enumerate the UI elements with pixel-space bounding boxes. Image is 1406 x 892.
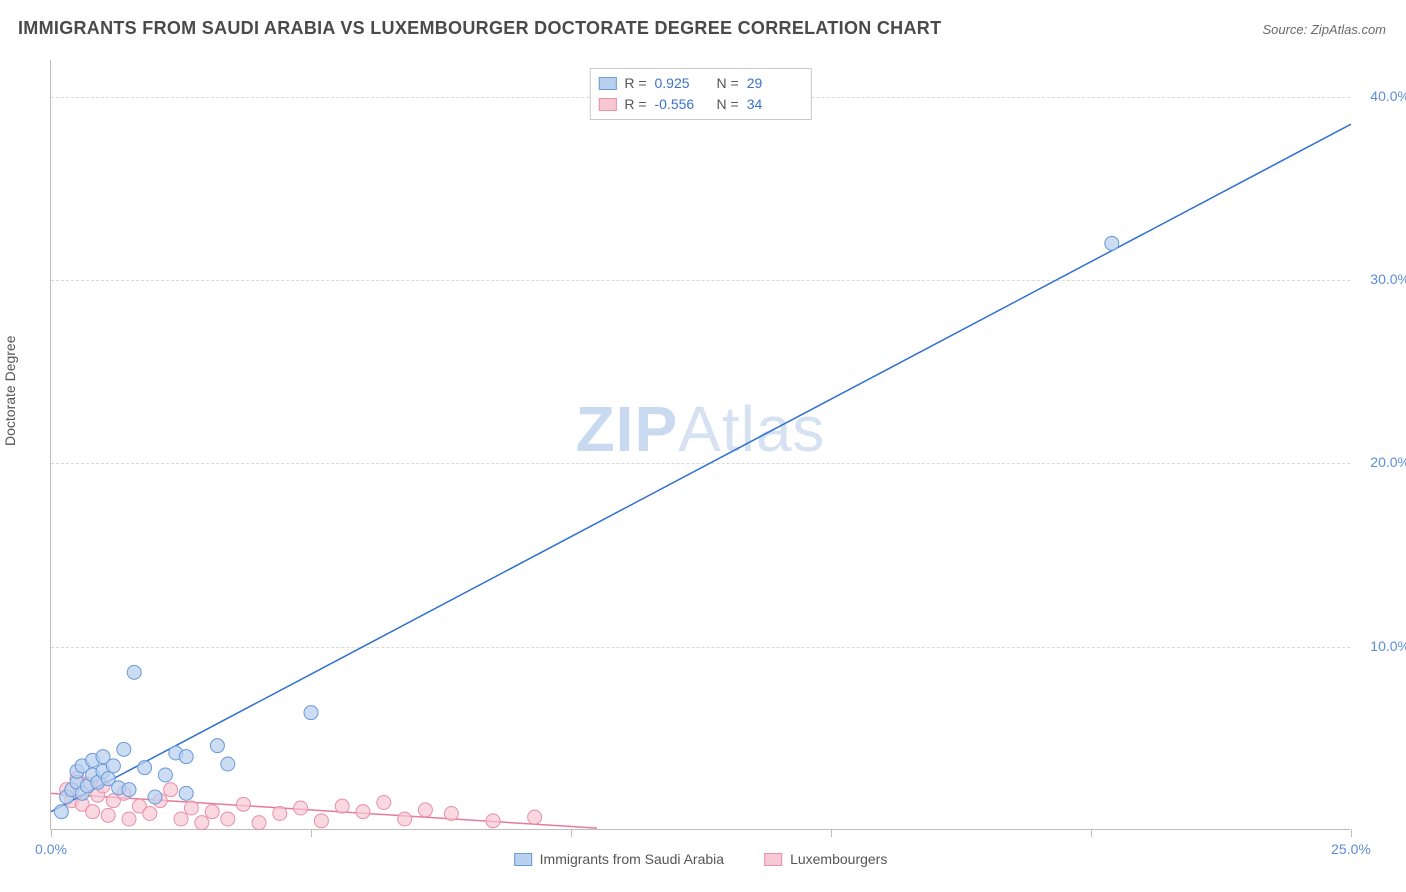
x-tick — [51, 829, 52, 837]
y-axis-label: Doctorate Degree — [2, 335, 18, 446]
data-point — [148, 790, 162, 804]
source-label: Source: ZipAtlas.com — [1262, 22, 1386, 37]
data-point — [195, 816, 209, 830]
data-point — [335, 799, 349, 813]
data-point — [356, 805, 370, 819]
data-point — [122, 783, 136, 797]
plot-area: ZIPAtlas 10.0%20.0%30.0%40.0% 0.0%25.0% … — [50, 60, 1350, 830]
x-tick — [1091, 829, 1092, 837]
data-point — [179, 786, 193, 800]
data-point — [1105, 236, 1119, 250]
y-tick-label: 10.0% — [1370, 638, 1406, 654]
series-legend-item: Immigrants from Saudi Arabia — [514, 851, 724, 867]
data-point — [106, 759, 120, 773]
data-point — [117, 742, 131, 756]
data-point — [138, 761, 152, 775]
data-point — [210, 739, 224, 753]
chart-title: IMMIGRANTS FROM SAUDI ARABIA VS LUXEMBOU… — [18, 18, 941, 39]
data-point — [377, 796, 391, 810]
data-point — [486, 814, 500, 828]
data-point — [101, 808, 115, 822]
data-point — [158, 768, 172, 782]
data-point — [127, 665, 141, 679]
x-tick — [571, 829, 572, 837]
series-legend: Immigrants from Saudi Arabia Luxembourger… — [514, 851, 888, 867]
data-point — [179, 750, 193, 764]
data-point — [54, 805, 68, 819]
data-point — [221, 812, 235, 826]
data-point — [164, 783, 178, 797]
data-point — [444, 807, 458, 821]
data-point — [236, 797, 250, 811]
data-point — [418, 803, 432, 817]
plot-svg — [51, 60, 1350, 829]
y-tick-label: 20.0% — [1370, 454, 1406, 470]
x-tick-label: 25.0% — [1331, 841, 1371, 857]
x-tick-label: 0.0% — [35, 841, 67, 857]
data-point — [143, 807, 157, 821]
series-legend-label: Luxembourgers — [790, 851, 887, 867]
data-point — [184, 801, 198, 815]
series-legend-label: Immigrants from Saudi Arabia — [540, 851, 724, 867]
trend-line — [51, 124, 1351, 812]
data-point — [314, 814, 328, 828]
x-tick — [831, 829, 832, 837]
x-tick — [1351, 829, 1352, 837]
data-point — [252, 816, 266, 830]
y-tick-label: 40.0% — [1370, 88, 1406, 104]
data-point — [528, 810, 542, 824]
y-tick-label: 30.0% — [1370, 271, 1406, 287]
legend-swatch — [764, 853, 782, 866]
data-point — [122, 812, 136, 826]
data-point — [205, 805, 219, 819]
data-point — [304, 706, 318, 720]
data-point — [273, 807, 287, 821]
data-point — [86, 805, 100, 819]
legend-swatch — [514, 853, 532, 866]
data-point — [174, 812, 188, 826]
series-legend-item: Luxembourgers — [764, 851, 887, 867]
chart-container: IMMIGRANTS FROM SAUDI ARABIA VS LUXEMBOU… — [0, 0, 1406, 892]
data-point — [398, 812, 412, 826]
x-tick — [311, 829, 312, 837]
data-point — [294, 801, 308, 815]
data-point — [221, 757, 235, 771]
